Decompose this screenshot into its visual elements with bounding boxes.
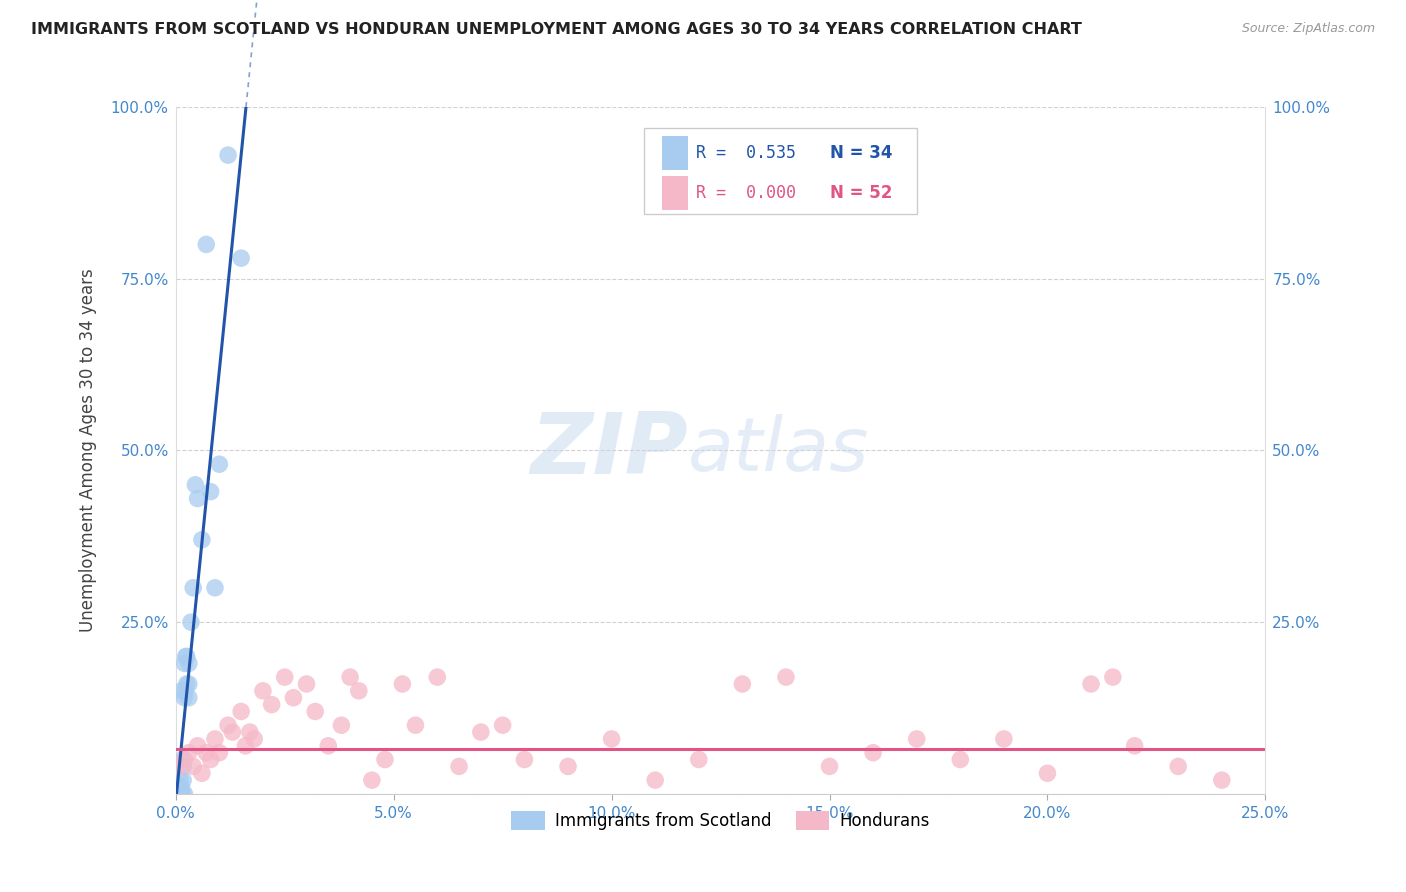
Point [391, 677, 413, 691]
Point [513, 753, 536, 767]
Point [172, 753, 194, 767]
Point [644, 773, 666, 788]
Point [447, 759, 470, 773]
Text: N = 34: N = 34 [830, 145, 891, 162]
Point [862, 746, 884, 760]
Text: N = 52: N = 52 [830, 184, 891, 202]
Point [360, 773, 382, 788]
Point [172, 787, 194, 801]
Point [208, 457, 231, 471]
Point [600, 731, 623, 746]
Point [274, 670, 297, 684]
Point [173, 657, 195, 671]
Point [181, 759, 204, 773]
FancyBboxPatch shape [662, 136, 688, 170]
Point [174, 649, 197, 664]
Point [195, 237, 218, 252]
FancyBboxPatch shape [644, 128, 917, 213]
Point [200, 753, 222, 767]
FancyBboxPatch shape [662, 176, 688, 210]
Point [208, 746, 231, 760]
Point [330, 718, 353, 732]
Point [177, 690, 200, 705]
Point [217, 148, 239, 162]
Point [818, 759, 841, 773]
Point [239, 725, 262, 739]
Text: atlas: atlas [688, 415, 869, 486]
Point [1167, 759, 1189, 773]
Point [688, 753, 710, 767]
Point [169, 773, 191, 788]
Point [172, 773, 194, 788]
Point [775, 670, 797, 684]
Point [1102, 670, 1125, 684]
Point [283, 690, 305, 705]
Point [176, 649, 198, 664]
Point [180, 615, 202, 630]
Text: ZIP: ZIP [530, 409, 688, 492]
Point [304, 705, 326, 719]
Point [177, 657, 200, 671]
Point [204, 581, 226, 595]
Point [173, 753, 195, 767]
Point [295, 677, 318, 691]
Point [181, 581, 204, 595]
Point [905, 731, 928, 746]
Point [167, 787, 190, 801]
Point [174, 683, 197, 698]
Point [217, 718, 239, 732]
Point [173, 690, 195, 705]
Point [221, 725, 243, 739]
Point [492, 718, 515, 732]
Point [374, 753, 396, 767]
Point [186, 491, 209, 506]
Point [426, 670, 449, 684]
Point [252, 683, 274, 698]
Point [170, 780, 193, 794]
Point [167, 783, 190, 797]
Point [731, 677, 754, 691]
Point [177, 677, 200, 691]
Point [167, 780, 190, 794]
Text: R =  0.535: R = 0.535 [696, 145, 796, 162]
Point [1123, 739, 1146, 753]
Text: R =  0.000: R = 0.000 [696, 184, 796, 202]
Point [170, 683, 193, 698]
Point [169, 759, 191, 773]
Point [186, 739, 209, 753]
Text: Source: ZipAtlas.com: Source: ZipAtlas.com [1241, 22, 1375, 36]
Point [405, 718, 427, 732]
Point [166, 787, 188, 801]
Point [170, 787, 193, 801]
Point [347, 683, 370, 698]
Point [191, 766, 214, 780]
Point [339, 670, 361, 684]
Point [200, 484, 222, 499]
Point [949, 753, 972, 767]
Point [235, 739, 257, 753]
Point [191, 533, 214, 547]
Point [318, 739, 340, 753]
Legend: Immigrants from Scotland, Hondurans: Immigrants from Scotland, Hondurans [505, 805, 936, 837]
Point [243, 731, 266, 746]
Point [173, 759, 195, 773]
Point [1080, 677, 1102, 691]
Point [1036, 766, 1059, 780]
Text: IMMIGRANTS FROM SCOTLAND VS HONDURAN UNEMPLOYMENT AMONG AGES 30 TO 34 YEARS CORR: IMMIGRANTS FROM SCOTLAND VS HONDURAN UNE… [31, 22, 1081, 37]
Point [169, 787, 191, 801]
Point [993, 731, 1015, 746]
Point [177, 746, 200, 760]
Point [204, 731, 226, 746]
Point [195, 746, 218, 760]
Point [184, 478, 207, 492]
Point [231, 705, 253, 719]
Y-axis label: Unemployment Among Ages 30 to 34 years: Unemployment Among Ages 30 to 34 years [79, 268, 97, 632]
Point [557, 759, 579, 773]
Point [1211, 773, 1233, 788]
Point [173, 787, 195, 801]
Point [231, 251, 253, 265]
Point [260, 698, 283, 712]
Point [470, 725, 492, 739]
Point [176, 677, 198, 691]
